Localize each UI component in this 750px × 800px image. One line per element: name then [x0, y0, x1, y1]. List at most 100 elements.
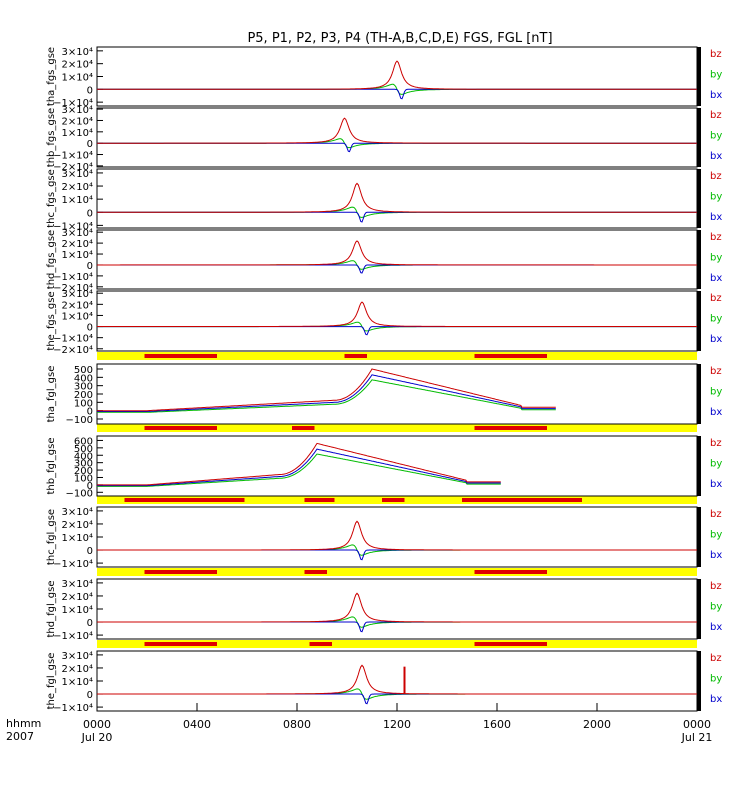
ytick-label: 400 — [74, 451, 93, 462]
availability-segment — [144, 642, 217, 646]
series-bx — [97, 264, 697, 274]
panel-frame — [96, 229, 698, 290]
ytick-label: 2×10⁴ — [62, 520, 93, 531]
ytick-label: 0 — [87, 208, 93, 219]
ytick-label: 0 — [87, 323, 93, 334]
legend-bx: bx — [710, 407, 722, 418]
chart-title: P5, P1, P2, P3, P4 (TH-A,B,C,D,E) FGS, F… — [247, 31, 552, 46]
series-bz — [97, 301, 697, 327]
availability-bar-thc_fgl_gse — [97, 496, 697, 504]
panel-right-strip — [697, 579, 701, 639]
availability-bar-background — [97, 640, 697, 648]
ytick-label: 2×10⁴ — [62, 664, 93, 675]
ytick-label: 3×10⁴ — [62, 579, 93, 590]
ytick-label: 1×10⁴ — [62, 128, 93, 139]
series-bx — [97, 326, 697, 336]
series-bx — [97, 693, 697, 705]
legend-bz: bz — [710, 509, 722, 520]
ytick-label: 200 — [74, 466, 93, 477]
ytick-label: 0 — [87, 690, 93, 701]
panel-frame — [96, 578, 698, 640]
ytick-label: −2×10⁴ — [53, 283, 93, 294]
ytick-label: 1×10⁴ — [62, 533, 93, 544]
series-by — [97, 453, 501, 487]
series-bx — [97, 374, 556, 412]
availability-bar-tha_fgl_gse — [97, 352, 697, 360]
availability-segment — [124, 498, 245, 502]
panel-frame — [96, 290, 698, 352]
ytick-label: 2×10⁴ — [62, 592, 93, 603]
legend-bz: bz — [710, 110, 722, 121]
ytick-label: 200 — [74, 390, 93, 401]
xtick-label: 2000 — [583, 718, 611, 731]
panel-frame — [96, 650, 698, 712]
ytick-label: 400 — [74, 373, 93, 384]
legend-bx: bx — [710, 90, 722, 101]
ylabel-thd_fgs_gse: thd_fgs_gse — [46, 230, 57, 289]
legend-bx: bx — [710, 212, 722, 223]
ylabel-thc_fgs_gse: thc_fgs_gse — [46, 169, 57, 228]
ytick-label: 300 — [74, 382, 93, 393]
ytick-label: −1×10⁴ — [53, 631, 93, 642]
series-bz — [97, 182, 697, 213]
ytick-label: 3×10⁴ — [62, 169, 93, 180]
ylabel-thb_fgl_gse: thb_fgl_gse — [46, 438, 57, 495]
series-by — [97, 379, 556, 413]
legend-bx: bx — [710, 151, 722, 162]
ytick-label: −100 — [66, 488, 93, 499]
ylabel-thb_fgs_gse: thb_fgs_gse — [46, 108, 57, 167]
ytick-label: 500 — [74, 444, 93, 455]
legend-by: by — [710, 602, 722, 613]
series-bx — [97, 88, 697, 100]
panel-right-strip — [697, 169, 701, 228]
series-bz — [97, 240, 697, 266]
legend-bx: bx — [710, 334, 722, 345]
ytick-label: 0 — [87, 618, 93, 629]
series-bx — [97, 621, 697, 633]
ytick-label: 3×10⁴ — [62, 47, 93, 58]
legend-by: by — [710, 387, 722, 398]
ytick-label: 3×10⁴ — [62, 105, 93, 116]
ytick-label: 100 — [74, 473, 93, 484]
legend-by: by — [710, 530, 722, 541]
ytick-label: 1×10⁴ — [62, 677, 93, 688]
availability-segment — [144, 570, 217, 574]
legend-by: by — [710, 674, 722, 685]
ytick-label: 300 — [74, 459, 93, 470]
data-availability-bars — [97, 352, 697, 648]
ytick-label: −1×10⁴ — [53, 559, 93, 570]
ytick-label: 1×10⁴ — [62, 195, 93, 206]
ytick-label: −1×10⁴ — [53, 151, 93, 162]
panel-right-strip — [697, 651, 701, 711]
ytick-label: −1×10⁴ — [53, 221, 93, 232]
legend-by: by — [710, 459, 722, 470]
panel-right-strip — [697, 108, 701, 167]
ytick-label: 2×10⁴ — [62, 60, 93, 71]
panel-frame — [96, 46, 698, 107]
ytick-label: −1×10⁴ — [53, 272, 93, 283]
panel-right-strip — [697, 291, 701, 351]
panel-right-strip — [697, 507, 701, 567]
legend-by: by — [710, 70, 722, 81]
panel-frame — [96, 363, 698, 425]
panel-right-strip — [697, 230, 701, 289]
legend-bx: bx — [710, 694, 722, 705]
availability-segment — [462, 498, 582, 502]
legend-bx: bx — [710, 273, 722, 284]
ytick-label: 0 — [87, 407, 93, 418]
legend-bz: bz — [710, 49, 722, 60]
availability-segment — [309, 642, 332, 646]
series-bz — [97, 117, 697, 144]
ylabel-thc_fgl_gse: thc_fgl_gse — [46, 509, 57, 565]
series-bz — [97, 664, 697, 695]
ytick-label: 1×10⁴ — [62, 250, 93, 261]
series-bz — [97, 60, 697, 90]
